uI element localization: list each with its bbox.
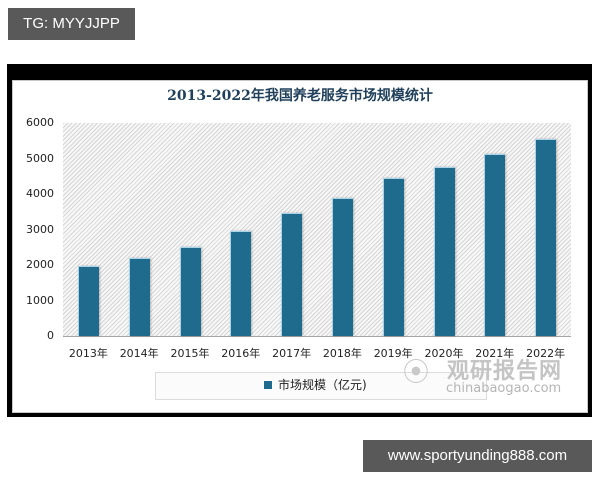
legend xyxy=(155,372,487,400)
y-tick-label: 1000 xyxy=(26,293,54,307)
bar xyxy=(484,153,506,336)
y-tick-label: 5000 xyxy=(26,151,54,165)
legend-label: 市场规模（亿元) xyxy=(278,378,367,392)
x-tick-label: 2015年 xyxy=(170,347,210,360)
url-badge: www.sportyunding888.com xyxy=(363,440,592,472)
x-tick-label: 2014年 xyxy=(119,347,159,360)
y-tick-label: 2000 xyxy=(26,258,54,271)
bar xyxy=(128,257,150,336)
chart-title: 2013-2022年我国养老服务市场规模统计 xyxy=(167,88,433,104)
legend-swatch-icon xyxy=(264,381,272,389)
y-tick-label: 6000 xyxy=(26,116,54,129)
bar xyxy=(382,178,404,336)
x-tick-label: 2020年 xyxy=(424,347,464,360)
x-tick-label: 2019年 xyxy=(373,347,413,360)
y-tick-label: 4000 xyxy=(26,187,54,200)
x-tick-label: 2021年 xyxy=(475,347,515,360)
bar xyxy=(230,230,252,336)
y-tick-label: 0 xyxy=(47,329,54,342)
y-tick-label: 3000 xyxy=(26,222,54,236)
x-tick-label: 2022年 xyxy=(526,347,566,360)
tg-badge: TG: MYYJJPP xyxy=(8,8,135,40)
swirl-logo-icon: ⦿ xyxy=(403,358,430,388)
bar xyxy=(331,197,353,336)
bar xyxy=(433,167,455,336)
x-tick-label: 2018年 xyxy=(322,347,362,360)
x-tick-label: 2017年 xyxy=(272,347,312,360)
watermark-cn: 观研报告网 xyxy=(447,359,563,384)
x-axis-line xyxy=(63,336,571,337)
bar xyxy=(77,266,99,336)
x-tick-label: 2013年 xyxy=(68,347,108,360)
x-tick-label: 2016年 xyxy=(221,347,261,360)
bar xyxy=(281,212,303,336)
watermark-en: chinabaogao.com xyxy=(446,381,562,396)
bar xyxy=(535,138,557,336)
bar xyxy=(179,246,201,336)
